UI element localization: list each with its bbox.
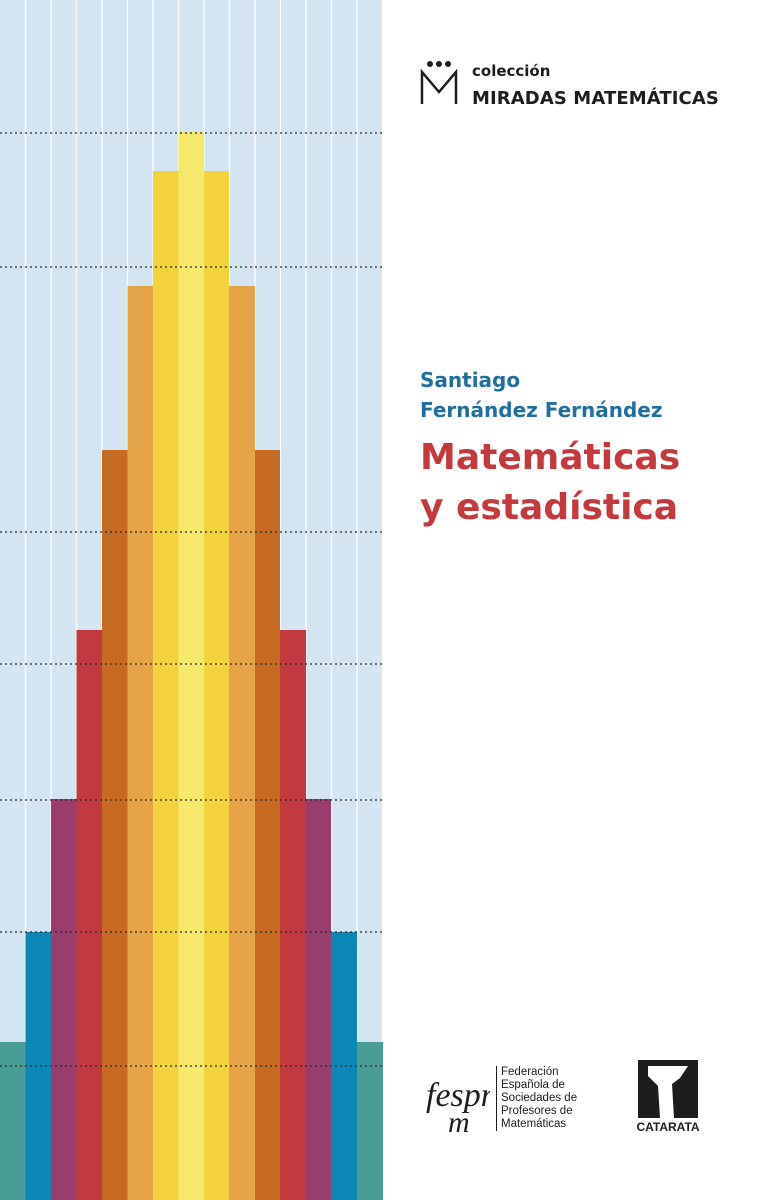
- art-bar: [178, 132, 204, 1200]
- federation-line: Matemáticas: [501, 1118, 567, 1130]
- federation-line: Federación: [501, 1066, 559, 1078]
- federation-line: Profesores de: [501, 1105, 573, 1117]
- collection-name: MIRADAS MATEMÁTICAS: [472, 88, 719, 109]
- book-title-line-1: Matemáticas: [420, 437, 681, 478]
- cover-illustration: [0, 0, 383, 1200]
- federation-line: Española de: [501, 1079, 565, 1091]
- series-logo-icon: [420, 61, 458, 104]
- book-title-line-2: y estadística: [420, 487, 679, 528]
- catarata-logo-icon: CATARATA: [636, 1060, 700, 1134]
- federation-name: Federación Española de Sociedades de Pro…: [496, 1066, 577, 1131]
- fespm-logo-letter-m: m: [448, 1106, 470, 1136]
- author-surnames: Fernández Fernández: [420, 398, 663, 422]
- collection-label: colección: [472, 62, 551, 80]
- federation-line: Sociedades de: [501, 1092, 578, 1104]
- publisher-name: CATARATA: [636, 1120, 699, 1134]
- author-first-name: Santiago: [420, 368, 521, 392]
